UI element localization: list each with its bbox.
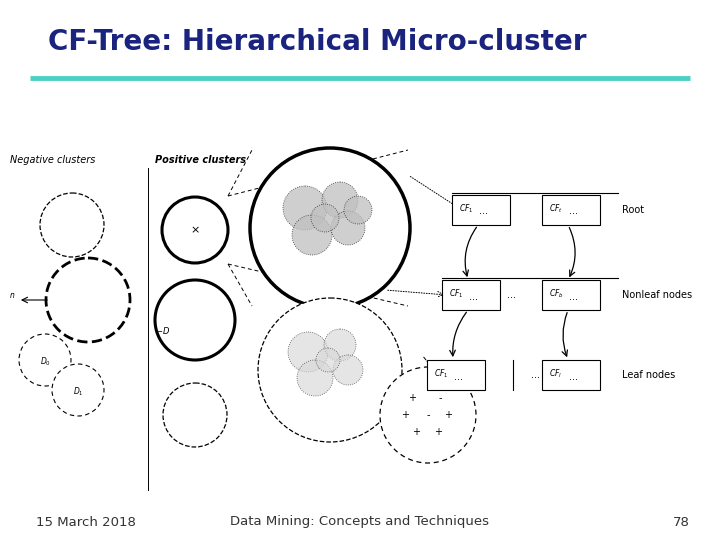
Circle shape [155, 280, 235, 360]
Text: +: + [434, 427, 442, 437]
Bar [542, 280, 600, 310]
Text: Leaf nodes: Leaf nodes [622, 370, 675, 380]
Text: 78: 78 [673, 516, 690, 529]
Text: +: + [401, 410, 409, 420]
Circle shape [316, 348, 340, 372]
Text: 15 March 2018: 15 March 2018 [36, 516, 136, 529]
Text: $-D$: $-D$ [156, 325, 171, 335]
Text: $CF_1$: $CF_1$ [459, 202, 473, 215]
Text: ...: ... [531, 370, 539, 380]
Text: $CF_t$: $CF_t$ [549, 202, 563, 215]
Circle shape [283, 186, 327, 230]
Bar [427, 360, 485, 390]
Circle shape [288, 332, 328, 372]
Circle shape [162, 197, 228, 263]
Text: Nonleaf nodes: Nonleaf nodes [622, 290, 692, 300]
Text: +: + [408, 393, 416, 403]
Text: -: - [438, 393, 442, 403]
Bar [452, 195, 510, 225]
Circle shape [322, 182, 358, 218]
Circle shape [292, 215, 332, 255]
Text: Positive clusters: Positive clusters [155, 155, 246, 165]
Text: $CF_1$: $CF_1$ [449, 287, 463, 300]
Circle shape [250, 148, 410, 308]
Text: ...: ... [454, 372, 464, 381]
Circle shape [258, 298, 402, 442]
Circle shape [311, 204, 339, 232]
Text: Root: Root [622, 205, 644, 215]
Text: Data Mining: Concepts and Techniques: Data Mining: Concepts and Techniques [230, 516, 490, 529]
Text: $D_0$: $D_0$ [40, 356, 50, 368]
Circle shape [46, 258, 130, 342]
Text: Negative clusters: Negative clusters [10, 155, 95, 165]
Circle shape [19, 334, 71, 386]
Text: ...: ... [570, 206, 578, 217]
Text: +: + [412, 427, 420, 437]
Text: $\times$: $\times$ [190, 225, 200, 235]
Text: $CF_l$: $CF_l$ [549, 367, 562, 380]
Text: $CF_b$: $CF_b$ [549, 287, 564, 300]
Circle shape [163, 383, 227, 447]
Text: $CF_1$: $CF_1$ [433, 367, 449, 380]
Text: CF-Tree: Hierarchical Micro-cluster: CF-Tree: Hierarchical Micro-cluster [48, 28, 587, 56]
Circle shape [297, 360, 333, 396]
Text: ...: ... [508, 290, 516, 300]
Text: $D_1$: $D_1$ [73, 386, 84, 399]
Text: ...: ... [469, 292, 478, 301]
Text: $n$: $n$ [9, 292, 15, 300]
Circle shape [40, 193, 104, 257]
Circle shape [344, 196, 372, 224]
Text: ...: ... [480, 206, 488, 217]
Bar [442, 280, 500, 310]
Text: ...: ... [570, 292, 578, 301]
Text: +: + [444, 410, 452, 420]
Circle shape [331, 211, 365, 245]
Bar [542, 360, 600, 390]
Circle shape [333, 355, 363, 385]
Bar [542, 195, 600, 225]
Text: ...: ... [570, 372, 578, 381]
Circle shape [324, 329, 356, 361]
Circle shape [380, 367, 476, 463]
Text: -: - [426, 410, 430, 420]
Circle shape [52, 364, 104, 416]
